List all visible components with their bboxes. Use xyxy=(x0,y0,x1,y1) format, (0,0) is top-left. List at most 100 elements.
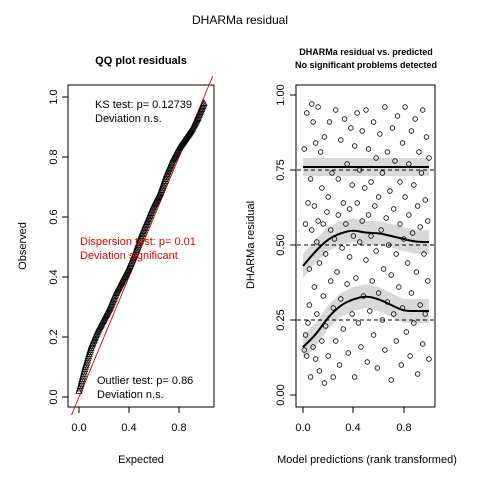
figure-title: DHARMa residual xyxy=(192,13,288,27)
qq-y-tick-label: 0.0 xyxy=(48,389,60,404)
rvp-point xyxy=(375,194,382,200)
rvp-point xyxy=(307,176,314,182)
rvp-point xyxy=(367,308,373,314)
rvp-point xyxy=(330,305,336,311)
rvp-point xyxy=(403,329,410,335)
rvp-point xyxy=(345,350,352,356)
qq-data-layer xyxy=(71,75,214,416)
rvp-x-axis-label: Model predictions (rank transformed) xyxy=(277,454,457,466)
qq-point xyxy=(81,363,89,370)
rvp-quantile-curve xyxy=(302,295,429,348)
rvp-point xyxy=(397,179,403,185)
rvp-point xyxy=(322,251,329,257)
rvp-point xyxy=(414,371,421,377)
rvp-point xyxy=(325,353,331,359)
qq-point xyxy=(85,350,93,358)
rvp-point xyxy=(314,311,320,317)
rvp-point xyxy=(301,146,307,152)
rvp-point xyxy=(329,170,335,176)
rvp-point xyxy=(393,338,399,344)
rvp-point xyxy=(388,377,394,383)
rvp-point xyxy=(383,215,389,221)
rvp-point xyxy=(412,116,418,122)
qq-point xyxy=(82,360,90,368)
rvp-point xyxy=(314,239,320,245)
rvp-point xyxy=(397,221,403,227)
rvp-point xyxy=(408,290,415,296)
rvp-title: DHARMa residual vs. predicted xyxy=(299,47,433,57)
ks-test-text: KS test: p= 0.12739 xyxy=(95,99,192,111)
rvp-point xyxy=(413,269,420,275)
rvp-point xyxy=(310,344,316,350)
rvp-point xyxy=(411,182,417,188)
rvp-point xyxy=(346,254,353,260)
rvp-point xyxy=(316,368,323,374)
rvp-point xyxy=(409,230,416,236)
rvp-point xyxy=(351,143,358,149)
qq-panel: QQ plot residuals 0.0 0.4 0.8 0.0 0.2 0.… xyxy=(17,55,215,466)
rvp-point xyxy=(326,119,333,125)
rvp-point xyxy=(346,206,353,212)
rvp-point xyxy=(411,320,417,326)
rvp-point xyxy=(426,356,432,362)
rvp-point xyxy=(365,212,372,218)
rvp-point xyxy=(309,101,315,107)
rvp-point xyxy=(425,218,431,224)
rvp-x-ticks: 0.0 0.4 0.8 xyxy=(295,407,412,434)
rvp-data-layer xyxy=(297,101,434,386)
rvp-point xyxy=(315,218,321,224)
rvp-point xyxy=(369,278,375,284)
rvp-point xyxy=(359,218,365,224)
rvp-point xyxy=(353,275,359,281)
rvp-point xyxy=(398,362,404,368)
qq-point xyxy=(84,352,93,360)
qq-point xyxy=(85,348,94,355)
qq-x-ticks: 0.0 0.4 0.8 xyxy=(71,407,187,434)
rvp-point xyxy=(351,374,358,380)
rvp-point xyxy=(396,284,402,290)
qq-point xyxy=(83,356,91,364)
rvp-point xyxy=(420,341,426,347)
rvp-subtitle: No significant problems detected xyxy=(295,60,437,70)
rvp-point xyxy=(375,290,382,296)
rvp-point xyxy=(417,302,423,308)
rvp-point xyxy=(354,200,360,206)
rvp-point xyxy=(391,206,397,212)
qq-x-tick-label: 0.4 xyxy=(121,422,136,434)
rvp-point xyxy=(315,104,321,110)
rvp-point xyxy=(301,347,307,353)
rvp-point xyxy=(319,185,325,191)
rvp-point xyxy=(305,200,311,206)
rvp-point xyxy=(317,149,324,155)
rvp-point xyxy=(306,302,312,308)
rvp-x-tick-label: 0.4 xyxy=(345,422,360,434)
rvp-point xyxy=(319,338,325,344)
rvp-point xyxy=(336,362,343,368)
qq-x-tick-label: 0.8 xyxy=(171,422,186,434)
rvp-point xyxy=(338,137,344,143)
rvp-y-tick-label: 1.00 xyxy=(275,84,287,105)
rvp-point xyxy=(302,332,309,338)
rvp-point xyxy=(404,260,411,266)
rvp-point xyxy=(423,134,430,140)
rvp-point xyxy=(322,323,329,329)
qq-point xyxy=(82,358,91,366)
rvp-point xyxy=(384,149,391,155)
rvp-point xyxy=(320,293,326,299)
rvp-point xyxy=(422,197,428,203)
rvp-point xyxy=(312,140,319,146)
rvp-point xyxy=(333,107,339,113)
rvp-point xyxy=(370,332,377,338)
rvp-point xyxy=(414,203,421,209)
qq-x-axis-label: Expected xyxy=(118,454,164,466)
rvp-point xyxy=(306,266,312,272)
rvp-point xyxy=(382,104,388,110)
rvp-confidence-band xyxy=(303,218,429,278)
rvp-point xyxy=(348,125,354,131)
rvp-point xyxy=(387,188,393,194)
rvp-point xyxy=(417,224,423,230)
qq-y-tick-label: 0.8 xyxy=(48,149,60,164)
rvp-point xyxy=(333,338,339,344)
